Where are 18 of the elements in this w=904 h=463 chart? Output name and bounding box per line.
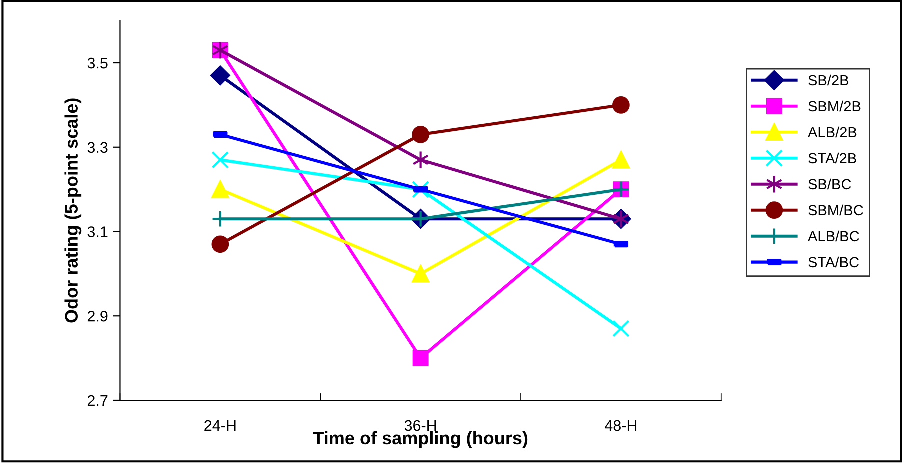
legend-label: SBM/2B bbox=[808, 100, 861, 112]
y-tick-label: 2.7 bbox=[88, 395, 108, 406]
legend-label: STA/2B bbox=[808, 152, 856, 164]
y-tick-label: 2.9 bbox=[88, 310, 108, 322]
legend-label: SB/BC bbox=[808, 178, 852, 190]
x-tick-label: 48-H bbox=[604, 420, 637, 432]
legend-label: STA/BC bbox=[808, 256, 860, 268]
legend-label: ALB/2B bbox=[808, 126, 857, 138]
legend-label: ALB/BC bbox=[808, 230, 860, 242]
x-tick-label: 36-H bbox=[404, 420, 436, 432]
legend-label: SB/2B bbox=[808, 74, 849, 86]
x-tick-label: 24-H bbox=[204, 420, 236, 432]
y-tick-label: 3.5 bbox=[88, 58, 108, 69]
x-axis-title: Time of sampling (hours) bbox=[313, 431, 528, 448]
y-tick-label: 3.1 bbox=[88, 226, 108, 238]
legend-label: SBM/BC bbox=[808, 204, 864, 216]
y-tick-label: 3.3 bbox=[88, 142, 108, 154]
y-axis-title: Odor rating (5-point scale) bbox=[64, 98, 82, 323]
